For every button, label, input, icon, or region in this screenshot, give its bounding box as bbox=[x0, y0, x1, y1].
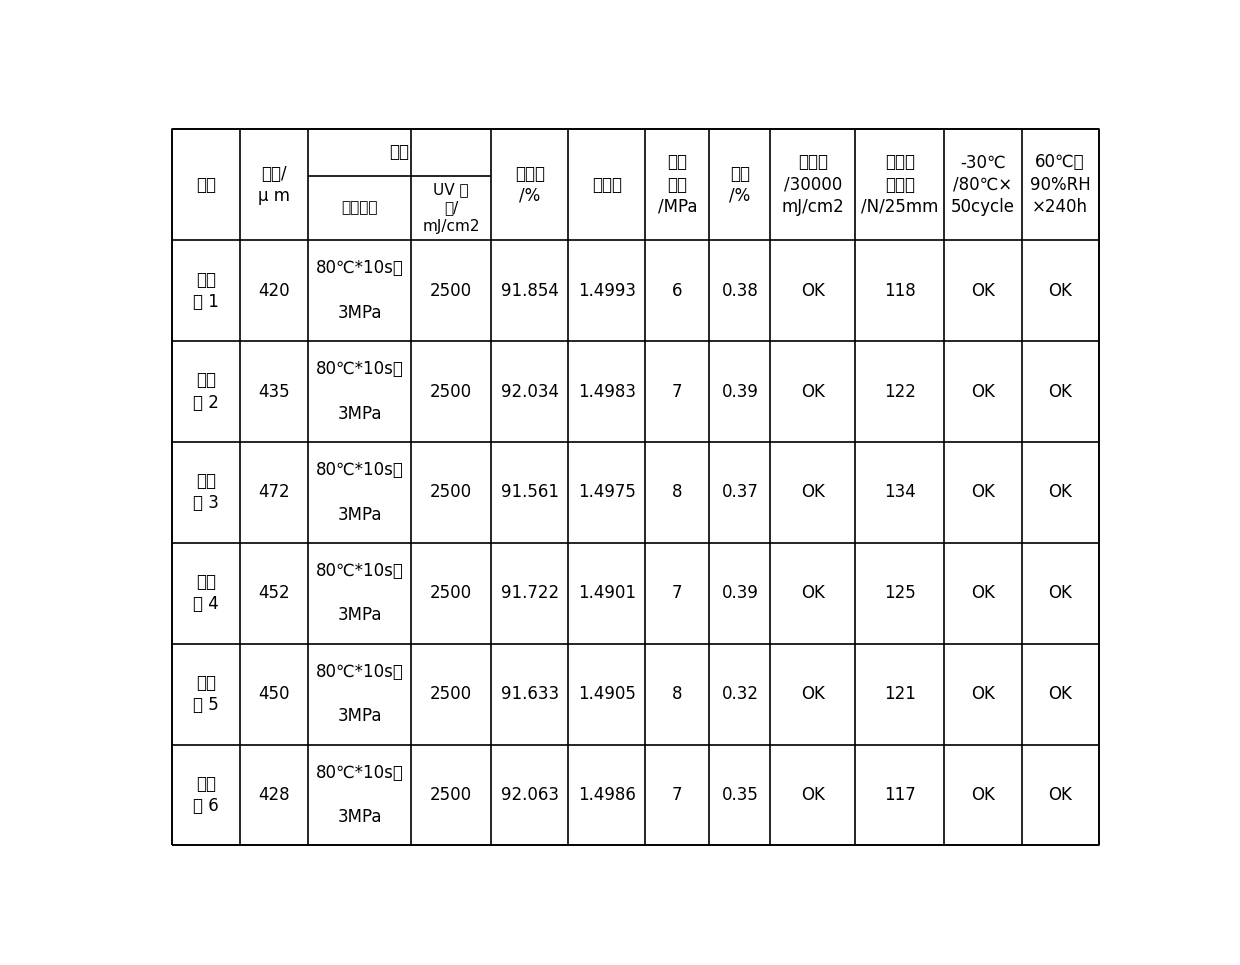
Text: OK: OK bbox=[1048, 382, 1073, 400]
Text: 2500: 2500 bbox=[430, 382, 472, 400]
Text: 122: 122 bbox=[884, 382, 915, 400]
Text: 91.633: 91.633 bbox=[501, 685, 559, 703]
Text: 7: 7 bbox=[672, 584, 682, 602]
Text: 134: 134 bbox=[884, 483, 915, 502]
Text: 1.4905: 1.4905 bbox=[578, 685, 636, 703]
Text: 80℃*10s，

3MPa: 80℃*10s， 3MPa bbox=[315, 764, 403, 826]
Text: 实施
例 6: 实施 例 6 bbox=[193, 775, 219, 815]
Text: 膜厚/
μ m: 膜厚/ μ m bbox=[258, 165, 290, 205]
Text: OK: OK bbox=[971, 382, 994, 400]
Text: 1.4993: 1.4993 bbox=[578, 282, 636, 300]
Text: 2500: 2500 bbox=[430, 282, 472, 300]
Text: 92.034: 92.034 bbox=[501, 382, 559, 400]
Text: 剥离粘
接强度
/N/25mm: 剥离粘 接强度 /N/25mm bbox=[861, 153, 939, 216]
Text: 0.37: 0.37 bbox=[722, 483, 759, 502]
Text: 2500: 2500 bbox=[430, 483, 472, 502]
Text: 折射率: 折射率 bbox=[591, 176, 621, 194]
Text: UV 固
化/
mJ/cm2: UV 固 化/ mJ/cm2 bbox=[423, 182, 480, 234]
Text: 91.722: 91.722 bbox=[501, 584, 559, 602]
Text: 透光率
/%: 透光率 /% bbox=[515, 165, 544, 205]
Text: OK: OK bbox=[801, 685, 825, 703]
Text: 472: 472 bbox=[258, 483, 290, 502]
Text: OK: OK bbox=[801, 786, 825, 804]
Text: OK: OK bbox=[971, 282, 994, 300]
Text: 实施
例 1: 实施 例 1 bbox=[193, 270, 219, 311]
Text: 0.32: 0.32 bbox=[722, 685, 759, 703]
Text: 60℃，
90%RH
×240h: 60℃， 90%RH ×240h bbox=[1029, 153, 1090, 216]
Text: 80℃*10s，

3MPa: 80℃*10s， 3MPa bbox=[315, 260, 403, 322]
Text: OK: OK bbox=[801, 282, 825, 300]
Text: 420: 420 bbox=[258, 282, 290, 300]
Text: 7: 7 bbox=[672, 786, 682, 804]
Text: OK: OK bbox=[1048, 685, 1073, 703]
Text: 8: 8 bbox=[672, 483, 682, 502]
Text: 428: 428 bbox=[258, 786, 290, 804]
Text: 雾度
/%: 雾度 /% bbox=[729, 165, 750, 205]
Text: -30℃
/80℃×
50cycle: -30℃ /80℃× 50cycle bbox=[951, 153, 1016, 216]
Text: 2500: 2500 bbox=[430, 786, 472, 804]
Text: 0.39: 0.39 bbox=[722, 382, 759, 400]
Text: OK: OK bbox=[971, 786, 994, 804]
Text: 1.4986: 1.4986 bbox=[578, 786, 636, 804]
Text: 80℃*10s，

3MPa: 80℃*10s， 3MPa bbox=[315, 562, 403, 624]
Text: OK: OK bbox=[971, 483, 994, 502]
Text: 样品: 样品 bbox=[196, 176, 216, 194]
Text: 0.39: 0.39 bbox=[722, 584, 759, 602]
Text: 91.854: 91.854 bbox=[501, 282, 559, 300]
Text: OK: OK bbox=[971, 685, 994, 703]
Text: 118: 118 bbox=[884, 282, 915, 300]
Text: 435: 435 bbox=[258, 382, 290, 400]
Text: 0.38: 0.38 bbox=[722, 282, 759, 300]
Text: OK: OK bbox=[801, 382, 825, 400]
Text: 2500: 2500 bbox=[430, 584, 472, 602]
Text: 8: 8 bbox=[672, 685, 682, 703]
Text: 80℃*10s，

3MPa: 80℃*10s， 3MPa bbox=[315, 663, 403, 726]
Text: 1.4901: 1.4901 bbox=[578, 584, 636, 602]
Text: OK: OK bbox=[1048, 584, 1073, 602]
Text: 实施
例 3: 实施 例 3 bbox=[193, 472, 219, 512]
Text: OK: OK bbox=[801, 483, 825, 502]
Text: OK: OK bbox=[1048, 282, 1073, 300]
Text: 1.4983: 1.4983 bbox=[578, 382, 636, 400]
Text: 耗黄变
/30000
mJ/cm2: 耗黄变 /30000 mJ/cm2 bbox=[781, 153, 844, 216]
Text: OK: OK bbox=[1048, 786, 1073, 804]
Text: 实施
例 5: 实施 例 5 bbox=[193, 675, 219, 714]
Text: 91.561: 91.561 bbox=[501, 483, 559, 502]
Text: 固化: 固化 bbox=[389, 144, 409, 161]
Text: 117: 117 bbox=[884, 786, 915, 804]
Text: 80℃*10s，

3MPa: 80℃*10s， 3MPa bbox=[315, 360, 403, 423]
Text: 92.063: 92.063 bbox=[501, 786, 559, 804]
Text: 实施
例 4: 实施 例 4 bbox=[193, 573, 219, 614]
Text: 0.35: 0.35 bbox=[722, 786, 759, 804]
Text: 实施
例 2: 实施 例 2 bbox=[193, 372, 219, 412]
Text: OK: OK bbox=[801, 584, 825, 602]
Text: OK: OK bbox=[971, 584, 994, 602]
Text: 125: 125 bbox=[884, 584, 915, 602]
Text: 80℃*10s，

3MPa: 80℃*10s， 3MPa bbox=[315, 461, 403, 524]
Text: 452: 452 bbox=[258, 584, 290, 602]
Text: 抗张
强度
/MPa: 抗张 强度 /MPa bbox=[657, 153, 697, 216]
Text: 热压条件: 热压条件 bbox=[341, 201, 378, 215]
Text: 6: 6 bbox=[672, 282, 682, 300]
Text: 7: 7 bbox=[672, 382, 682, 400]
Text: OK: OK bbox=[1048, 483, 1073, 502]
Text: 450: 450 bbox=[258, 685, 290, 703]
Text: 1.4975: 1.4975 bbox=[578, 483, 636, 502]
Text: 121: 121 bbox=[884, 685, 915, 703]
Text: 2500: 2500 bbox=[430, 685, 472, 703]
